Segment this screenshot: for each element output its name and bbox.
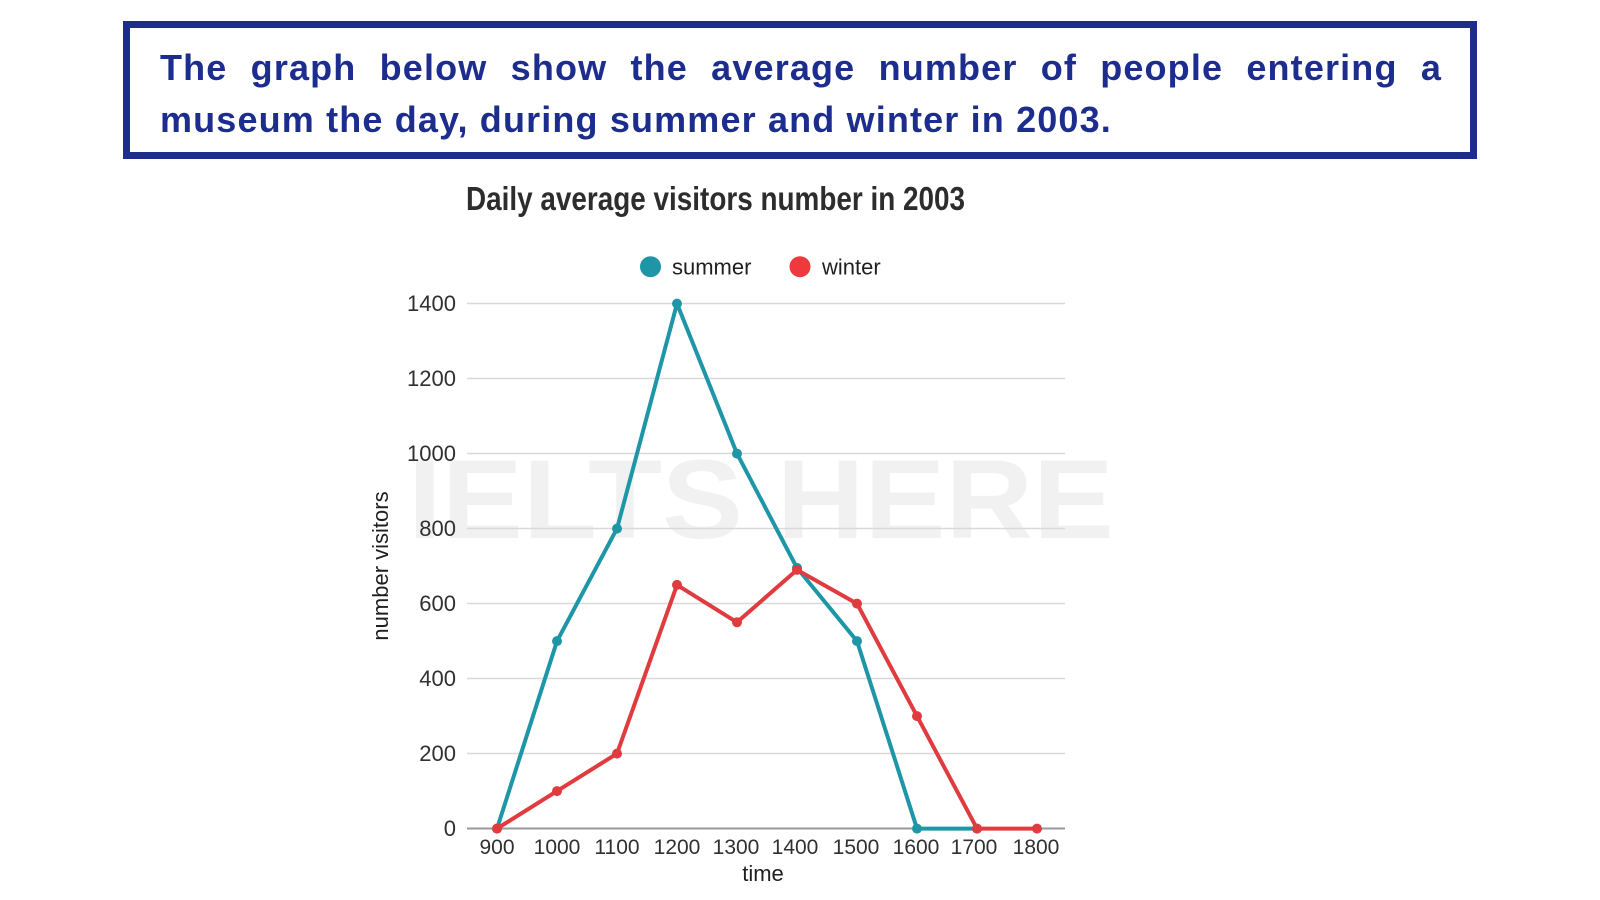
svg-text:summer: summer: [672, 255, 751, 280]
svg-text:1400: 1400: [407, 291, 456, 316]
svg-text:1500: 1500: [833, 836, 880, 859]
svg-text:0: 0: [444, 816, 456, 841]
svg-text:1800: 1800: [1013, 836, 1060, 859]
svg-text:400: 400: [419, 666, 456, 691]
svg-text:1000: 1000: [407, 441, 456, 466]
svg-text:1200: 1200: [407, 366, 456, 391]
svg-text:900: 900: [479, 836, 514, 859]
svg-text:time: time: [742, 861, 784, 886]
svg-text:winter: winter: [821, 255, 881, 280]
svg-text:600: 600: [419, 591, 456, 616]
svg-text:1000: 1000: [534, 836, 581, 859]
svg-text:200: 200: [419, 741, 456, 766]
svg-text:Daily average visitors number: Daily average visitors number in 2003: [466, 180, 965, 217]
svg-text:1300: 1300: [713, 836, 760, 859]
svg-text:1700: 1700: [951, 836, 998, 859]
svg-text:number visitors: number visitors: [368, 491, 393, 640]
svg-text:800: 800: [419, 516, 456, 541]
svg-text:1600: 1600: [893, 836, 940, 859]
svg-text:1100: 1100: [594, 836, 639, 859]
svg-text:1400: 1400: [772, 836, 819, 859]
svg-text:1200: 1200: [654, 836, 701, 859]
